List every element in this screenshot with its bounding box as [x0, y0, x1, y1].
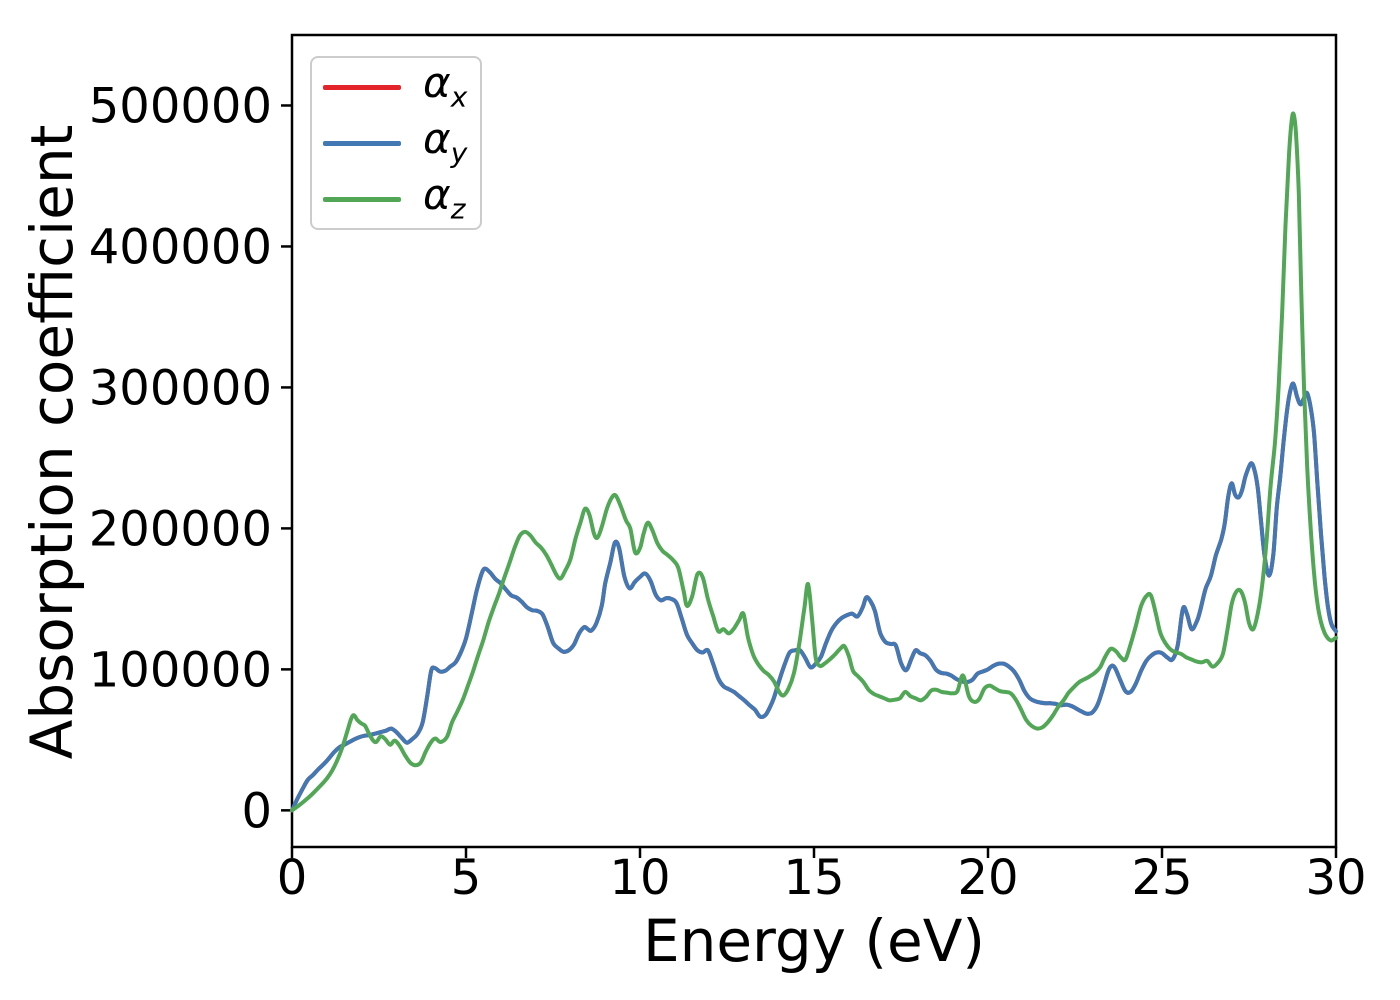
- legend-line-red: [323, 84, 401, 90]
- series-line-alpha_z: [290, 111, 1338, 813]
- series-line-alpha_y: [290, 381, 1338, 813]
- y-tick-label: 200000: [89, 501, 272, 557]
- x-tick-label: 15: [783, 850, 844, 906]
- y-tick-label: 100000: [89, 642, 272, 698]
- y-axis-label: Absorption coefficient: [18, 124, 86, 760]
- legend-line-green: [323, 196, 401, 202]
- x-tick-label: 0: [277, 850, 308, 906]
- y-tick-label: 0: [241, 783, 272, 839]
- legend-line-blue: [323, 140, 401, 146]
- legend: αx αy αz: [310, 56, 482, 230]
- x-tick-label: 25: [1131, 850, 1192, 906]
- y-tick-label: 400000: [89, 219, 272, 275]
- x-axis-label: Energy (eV): [642, 907, 986, 975]
- legend-label-alpha-z: αz: [423, 170, 466, 226]
- series-line-alpha_x: [290, 381, 1338, 813]
- x-tick-label: 30: [1305, 850, 1366, 906]
- x-tick-label: 10: [609, 850, 670, 906]
- x-tick-label: 5: [451, 850, 482, 906]
- legend-entry-alpha-z: αz: [312, 171, 480, 227]
- x-tick-label: 20: [957, 850, 1018, 906]
- legend-label-alpha-y: αy: [423, 114, 468, 170]
- legend-entry-alpha-y: αy: [312, 115, 480, 171]
- y-tick-label: 300000: [89, 360, 272, 416]
- legend-label-alpha-x: αx: [423, 58, 468, 114]
- y-tick-label: 500000: [89, 78, 272, 134]
- legend-entry-alpha-x: αx: [312, 59, 480, 115]
